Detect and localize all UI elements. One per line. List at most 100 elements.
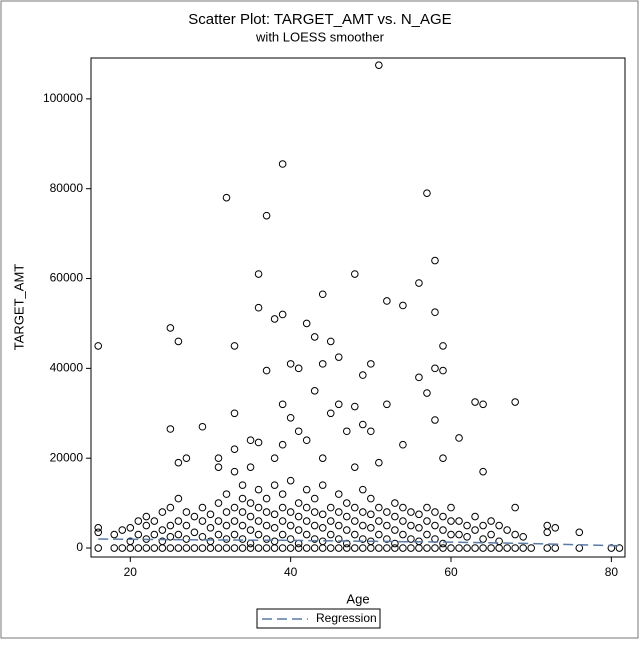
point (262, 211, 271, 220)
point (182, 508, 191, 516)
point (294, 427, 303, 436)
plot-frame (90, 57, 626, 558)
point (166, 532, 175, 541)
point (262, 535, 271, 543)
point (278, 517, 287, 525)
point (415, 279, 423, 287)
point (150, 530, 159, 539)
point (326, 409, 335, 418)
point (359, 485, 367, 494)
point (431, 256, 439, 265)
point (439, 544, 447, 552)
point (302, 503, 311, 512)
point (447, 530, 455, 539)
point (150, 517, 159, 525)
point (334, 544, 343, 552)
point (270, 510, 279, 519)
point (423, 189, 431, 197)
point (359, 508, 367, 516)
point (543, 544, 552, 552)
x-tick-label: 20 (124, 565, 138, 579)
point (342, 539, 351, 548)
point (286, 535, 295, 543)
point (302, 544, 311, 552)
point (230, 445, 239, 454)
y-tick-label: 80000 (50, 181, 84, 195)
point (471, 512, 479, 521)
point (278, 490, 287, 498)
point (310, 508, 319, 516)
point (527, 544, 535, 552)
point (575, 528, 584, 537)
point (391, 539, 399, 548)
point (415, 373, 423, 382)
point (455, 434, 463, 442)
point (326, 544, 335, 552)
point (326, 503, 335, 512)
point (238, 494, 247, 503)
point (182, 544, 191, 552)
point (511, 398, 519, 406)
point (286, 544, 295, 552)
point (142, 544, 151, 552)
point (230, 342, 239, 350)
point (407, 508, 415, 516)
point (334, 535, 343, 543)
point (367, 510, 375, 519)
point (166, 324, 175, 332)
point (190, 512, 199, 521)
point (375, 61, 383, 69)
point (254, 544, 263, 552)
point (511, 544, 519, 552)
point (150, 544, 159, 552)
point (431, 508, 439, 516)
point (350, 544, 359, 552)
point (367, 427, 375, 436)
point (455, 517, 463, 525)
point (359, 535, 367, 543)
point (286, 508, 295, 516)
point (214, 499, 223, 507)
point (246, 436, 255, 445)
point (334, 490, 343, 498)
point (222, 521, 231, 530)
point (174, 530, 183, 539)
point (487, 544, 495, 552)
point (254, 270, 263, 278)
point (206, 537, 215, 546)
point (423, 503, 431, 512)
point (350, 402, 359, 411)
point (439, 342, 447, 350)
point (182, 454, 191, 462)
point (463, 544, 471, 552)
point (607, 544, 616, 552)
point (94, 544, 103, 552)
point (375, 544, 383, 552)
point (439, 512, 447, 521)
point (318, 481, 327, 489)
y-tick-label: 60000 (50, 271, 84, 285)
point (222, 535, 231, 543)
point (503, 544, 511, 552)
point (278, 310, 287, 319)
point (350, 463, 359, 471)
point (254, 530, 263, 539)
point (118, 526, 127, 534)
point (383, 521, 391, 530)
point (230, 544, 239, 552)
point (495, 521, 503, 530)
point (110, 530, 119, 539)
point (463, 532, 471, 541)
point (94, 524, 103, 532)
point (431, 308, 439, 317)
point (246, 526, 255, 534)
point (310, 544, 319, 552)
point (350, 530, 359, 539)
point (270, 537, 279, 546)
point (479, 521, 487, 530)
point (318, 524, 327, 532)
point (487, 530, 495, 539)
point (214, 544, 223, 552)
point (431, 364, 439, 373)
point (391, 499, 399, 507)
